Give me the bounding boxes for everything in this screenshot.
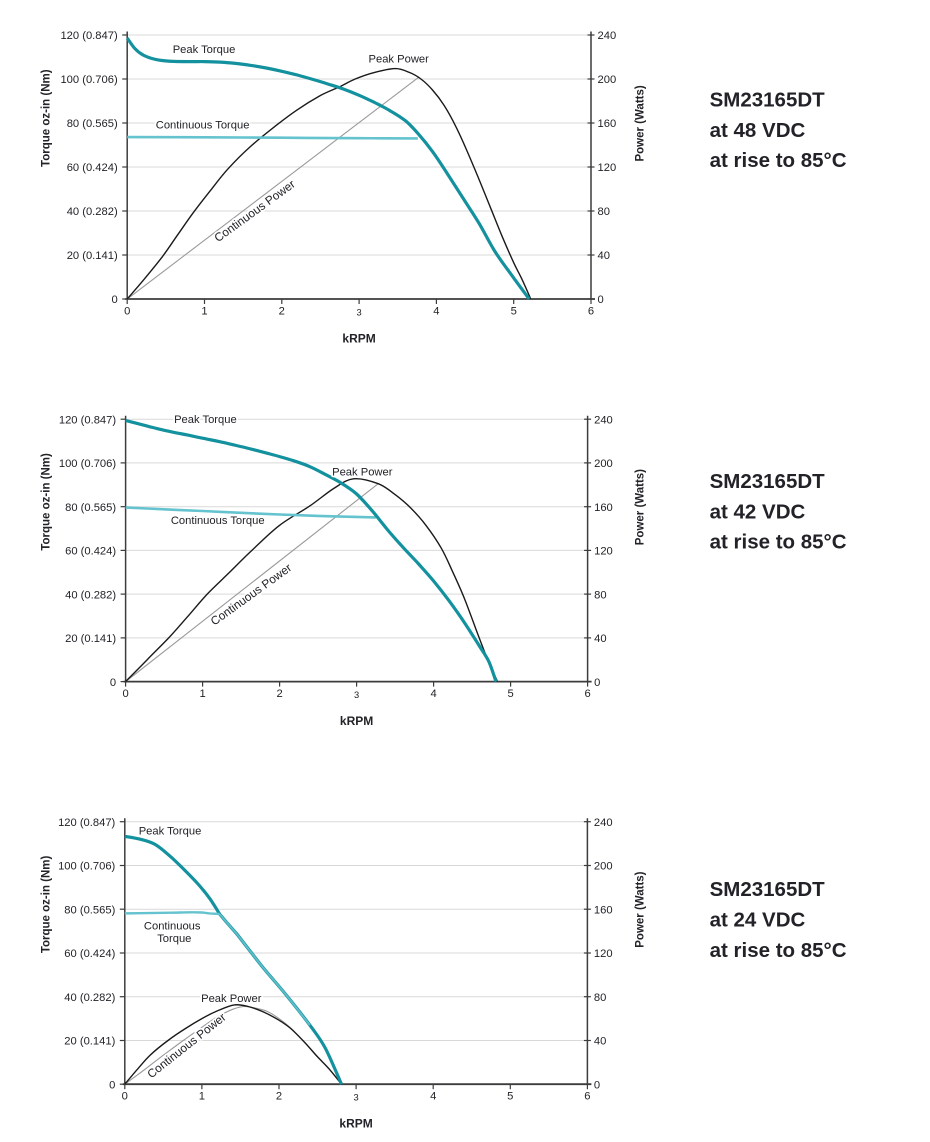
svg-text:at 24 VDC: at 24 VDC: [710, 909, 806, 932]
svg-text:1: 1: [199, 688, 205, 700]
svg-text:40: 40: [594, 633, 606, 645]
svg-text:6: 6: [584, 688, 590, 700]
svg-text:3: 3: [354, 690, 359, 700]
svg-text:Continuous Torque: Continuous Torque: [171, 515, 265, 527]
svg-text:2: 2: [279, 306, 285, 318]
svg-text:Torque: Torque: [157, 933, 191, 945]
svg-text:120: 120: [594, 948, 613, 960]
svg-text:4: 4: [433, 306, 439, 318]
svg-text:200: 200: [594, 458, 613, 470]
svg-text:0: 0: [598, 294, 604, 306]
svg-text:4: 4: [430, 1091, 436, 1103]
svg-text:160: 160: [594, 502, 613, 514]
svg-text:2: 2: [276, 1091, 282, 1103]
svg-text:40 (0.282): 40 (0.282): [64, 992, 115, 1004]
svg-text:1: 1: [201, 306, 207, 318]
svg-text:80 (0.565): 80 (0.565): [67, 118, 118, 130]
svg-text:40: 40: [594, 1036, 606, 1048]
svg-text:100 (0.706): 100 (0.706): [60, 74, 117, 86]
svg-text:at rise to 85°C: at rise to 85°C: [710, 939, 847, 962]
svg-text:80 (0.565): 80 (0.565): [65, 502, 116, 514]
svg-text:60 (0.424): 60 (0.424): [65, 546, 116, 558]
svg-text:80 (0.565): 80 (0.565): [64, 904, 115, 916]
svg-text:5: 5: [507, 1091, 513, 1103]
svg-text:Power (Watts): Power (Watts): [635, 871, 647, 947]
svg-text:6: 6: [588, 306, 594, 318]
svg-text:60 (0.424): 60 (0.424): [64, 948, 115, 960]
svg-text:0: 0: [594, 1079, 600, 1091]
svg-text:4: 4: [430, 688, 436, 700]
svg-text:SM23165DT: SM23165DT: [710, 89, 826, 112]
svg-text:kRPM: kRPM: [340, 714, 373, 728]
svg-text:0: 0: [111, 294, 117, 306]
svg-text:at rise to 85°C: at rise to 85°C: [710, 531, 847, 554]
svg-text:240: 240: [594, 414, 613, 426]
svg-text:Power (Watts): Power (Watts): [635, 85, 647, 161]
svg-text:at 48 VDC: at 48 VDC: [710, 119, 806, 142]
svg-text:0: 0: [110, 677, 116, 689]
svg-text:160: 160: [594, 904, 613, 916]
svg-text:5: 5: [507, 688, 513, 700]
svg-text:0: 0: [124, 306, 130, 318]
svg-text:Continuous Torque: Continuous Torque: [156, 120, 250, 132]
svg-text:0: 0: [122, 1091, 128, 1103]
svg-text:20 (0.141): 20 (0.141): [67, 250, 118, 262]
svg-text:80: 80: [598, 206, 610, 218]
svg-text:40 (0.282): 40 (0.282): [65, 589, 116, 601]
svg-text:2: 2: [276, 688, 282, 700]
svg-text:Power (Watts): Power (Watts): [635, 469, 647, 545]
svg-text:120 (0.847): 120 (0.847): [58, 817, 115, 829]
svg-text:20 (0.141): 20 (0.141): [64, 1036, 115, 1048]
svg-text:3: 3: [357, 308, 362, 318]
svg-text:Peak Power: Peak Power: [369, 54, 430, 66]
svg-text:20 (0.141): 20 (0.141): [65, 633, 116, 645]
svg-text:Torque oz-in (Nm): Torque oz-in (Nm): [41, 855, 53, 953]
svg-text:0: 0: [594, 677, 600, 689]
svg-text:Peak Torque: Peak Torque: [173, 44, 236, 56]
svg-text:120 (0.847): 120 (0.847): [59, 414, 116, 426]
svg-text:240: 240: [598, 30, 617, 42]
svg-text:at rise to 85°C: at rise to 85°C: [710, 149, 847, 172]
svg-text:SM23165DT: SM23165DT: [710, 470, 826, 493]
svg-text:SM23165DT: SM23165DT: [710, 878, 826, 901]
svg-text:80: 80: [594, 992, 606, 1004]
svg-text:Peak Torque: Peak Torque: [174, 414, 237, 426]
svg-text:kRPM: kRPM: [342, 332, 375, 346]
svg-text:200: 200: [598, 74, 617, 86]
svg-text:Torque oz-in (Nm): Torque oz-in (Nm): [41, 453, 53, 551]
svg-text:160: 160: [598, 118, 617, 130]
svg-text:200: 200: [594, 861, 613, 873]
svg-text:5: 5: [511, 306, 517, 318]
svg-text:40 (0.282): 40 (0.282): [67, 206, 118, 218]
svg-text:Peak Power: Peak Power: [201, 993, 262, 1005]
svg-text:6: 6: [584, 1091, 590, 1103]
svg-text:0: 0: [122, 688, 128, 700]
svg-text:40: 40: [598, 250, 610, 262]
svg-text:1: 1: [199, 1091, 205, 1103]
svg-text:Continuous: Continuous: [144, 921, 201, 933]
svg-text:Peak Power: Peak Power: [332, 466, 393, 478]
svg-text:3: 3: [354, 1093, 359, 1103]
svg-text:240: 240: [594, 817, 613, 829]
svg-text:Peak Torque: Peak Torque: [139, 826, 202, 838]
svg-text:80: 80: [594, 589, 606, 601]
svg-text:0: 0: [109, 1079, 115, 1091]
svg-text:at 42 VDC: at 42 VDC: [710, 500, 806, 523]
svg-text:120: 120: [594, 546, 613, 558]
svg-text:120 (0.847): 120 (0.847): [60, 30, 117, 42]
svg-text:60 (0.424): 60 (0.424): [67, 162, 118, 174]
svg-text:Torque oz-in (Nm): Torque oz-in (Nm): [41, 69, 53, 167]
svg-text:100 (0.706): 100 (0.706): [58, 861, 115, 873]
svg-text:120: 120: [598, 162, 617, 174]
svg-text:100 (0.706): 100 (0.706): [59, 458, 116, 470]
svg-text:kRPM: kRPM: [339, 1117, 372, 1131]
